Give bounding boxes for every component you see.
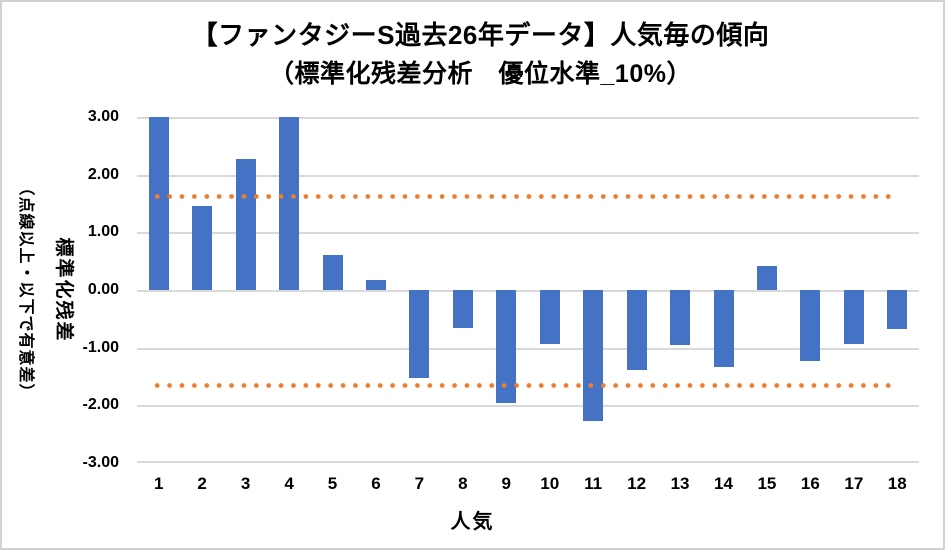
y-tick-label: -1.00: [82, 338, 119, 356]
gridline: [137, 290, 919, 292]
x-axis-title: 人気: [450, 511, 495, 533]
significance-line-upper: [151, 193, 893, 199]
bar-rank-7: [409, 290, 430, 378]
bar-rank-18: [887, 290, 908, 330]
x-tick-label: 17: [844, 474, 864, 493]
gridline: [137, 347, 919, 350]
x-tick-label: 11: [584, 474, 603, 493]
y-tick-label: -3.00: [82, 454, 119, 471]
bar-rank-1: [148, 117, 169, 290]
y-tick-label: -2.00: [82, 396, 119, 414]
gridline: [137, 174, 919, 177]
gridline: [137, 405, 919, 408]
x-tick-label: 12: [627, 474, 647, 493]
bar-rank-14: [713, 290, 734, 367]
x-tick-label: 1: [153, 474, 164, 493]
y-tick-label: 0.00: [87, 281, 119, 298]
bar-rank-5: [322, 255, 343, 290]
x-tick-label: 7: [414, 474, 425, 493]
x-tick-label: 14: [714, 474, 733, 493]
x-tick-label: 4: [284, 474, 294, 493]
bar-rank-15: [756, 265, 777, 290]
bar-rank-4: [279, 117, 300, 290]
bar-rank-13: [670, 290, 691, 346]
x-tick-label: 8: [458, 474, 468, 493]
chart-title-line1: 【ファンタジーS過去26年データ】人気毎の傾向: [191, 20, 770, 50]
chart-title-line2: （標準化残差分析 優位水準_10%）: [269, 60, 692, 88]
bar-rank-17: [843, 290, 864, 344]
y-tick-label: 1.00: [87, 223, 119, 241]
x-tick-label: 16: [800, 474, 820, 493]
gridline: [137, 461, 919, 463]
x-tick-label: 13: [670, 474, 690, 493]
chart-title: 【ファンタジーS過去26年データ】人気毎の傾向 （標準化残差分析 優位水準_10…: [2, 16, 943, 94]
x-tick-label: 9: [501, 474, 511, 493]
plot-area: [137, 117, 919, 463]
y-tick-label: 3.00: [87, 108, 119, 125]
significance-line-lower: [151, 383, 893, 389]
bar-rank-9: [496, 290, 517, 404]
bar-rank-11: [583, 290, 604, 422]
bar-rank-6: [365, 280, 386, 290]
bar-rank-12: [626, 290, 647, 371]
y-tick-label: 2.00: [87, 165, 119, 183]
x-tick-label: 2: [197, 474, 207, 493]
bar-rank-10: [539, 290, 560, 345]
bar-rank-3: [235, 158, 256, 290]
bar-rank-2: [192, 206, 213, 290]
gridline: [137, 232, 919, 235]
gridline: [137, 117, 919, 119]
x-tick-label: 15: [757, 474, 777, 493]
x-tick-label: 10: [540, 474, 560, 493]
x-tick-label: 3: [240, 474, 251, 493]
x-tick-label: 6: [371, 474, 381, 493]
bar-rank-16: [800, 290, 821, 361]
x-tick-label: 18: [887, 474, 907, 493]
y-axis-title-sub: （点線以上・以下で有意差）: [17, 179, 34, 401]
x-tick-label: 5: [327, 474, 338, 493]
bar-rank-8: [452, 290, 473, 329]
